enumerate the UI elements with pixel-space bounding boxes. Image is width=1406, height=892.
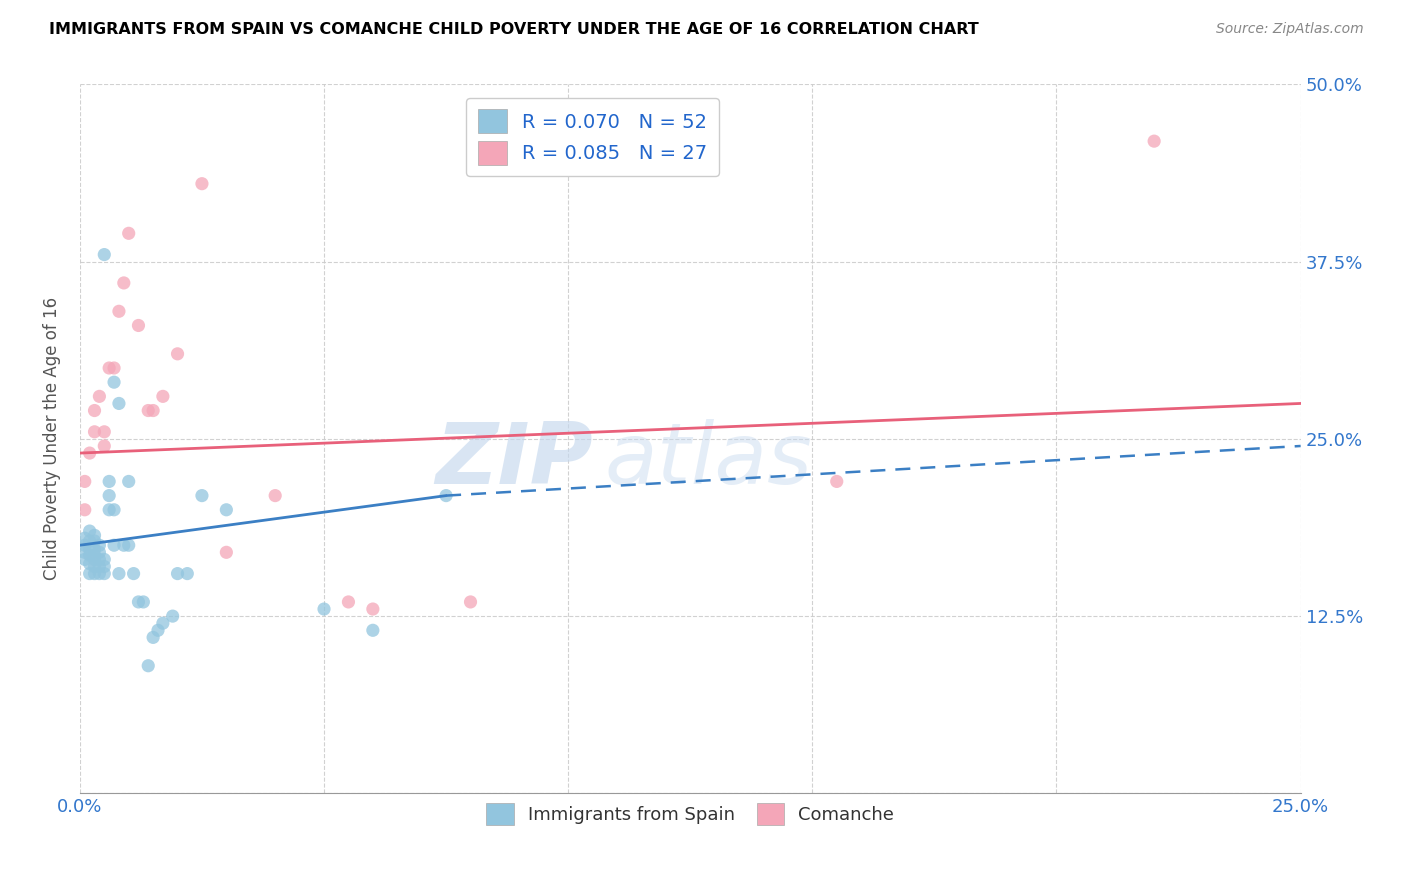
Point — [1143, 134, 1166, 148]
Point — [93, 566, 115, 581]
Point — [83, 552, 105, 566]
Point — [73, 475, 96, 489]
Point — [89, 545, 111, 559]
Point — [98, 489, 121, 503]
Point — [73, 552, 96, 566]
Point — [132, 595, 155, 609]
Point — [98, 475, 121, 489]
Point — [361, 624, 384, 638]
Point — [166, 347, 188, 361]
Point — [73, 503, 96, 517]
Point — [142, 631, 165, 645]
Point — [191, 177, 214, 191]
Point — [103, 361, 125, 376]
Point — [215, 503, 238, 517]
Point — [83, 542, 105, 557]
Point — [83, 566, 105, 581]
Point — [146, 624, 169, 638]
Point — [166, 566, 188, 581]
Point — [152, 616, 174, 631]
Point — [103, 538, 125, 552]
Point — [460, 595, 482, 609]
Point — [152, 389, 174, 403]
Point — [215, 545, 238, 559]
Point — [83, 528, 105, 542]
Point — [191, 489, 214, 503]
Point — [825, 475, 848, 489]
Point — [89, 552, 111, 566]
Point — [93, 559, 115, 574]
Point — [127, 595, 149, 609]
Legend: Immigrants from Spain, Comanche: Immigrants from Spain, Comanche — [478, 794, 903, 834]
Text: IMMIGRANTS FROM SPAIN VS COMANCHE CHILD POVERTY UNDER THE AGE OF 16 CORRELATION : IMMIGRANTS FROM SPAIN VS COMANCHE CHILD … — [49, 22, 979, 37]
Point — [136, 658, 159, 673]
Point — [79, 557, 101, 571]
Point — [79, 524, 101, 538]
Point — [264, 489, 287, 503]
Point — [89, 538, 111, 552]
Point — [118, 538, 141, 552]
Point — [83, 403, 105, 417]
Point — [337, 595, 360, 609]
Point — [118, 227, 141, 241]
Point — [79, 548, 101, 562]
Point — [83, 425, 105, 439]
Point — [93, 247, 115, 261]
Point — [108, 566, 131, 581]
Point — [108, 396, 131, 410]
Point — [142, 403, 165, 417]
Point — [98, 503, 121, 517]
Point — [89, 559, 111, 574]
Point — [79, 566, 101, 581]
Point — [79, 446, 101, 460]
Point — [112, 276, 135, 290]
Point — [176, 566, 198, 581]
Y-axis label: Child Poverty Under the Age of 16: Child Poverty Under the Age of 16 — [44, 297, 60, 581]
Point — [162, 609, 184, 624]
Point — [312, 602, 335, 616]
Point — [103, 375, 125, 389]
Point — [93, 552, 115, 566]
Point — [73, 531, 96, 545]
Point — [606, 112, 628, 127]
Point — [79, 542, 101, 557]
Point — [112, 538, 135, 552]
Text: ZIP: ZIP — [434, 418, 592, 501]
Point — [89, 566, 111, 581]
Point — [434, 489, 457, 503]
Point — [73, 545, 96, 559]
Point — [118, 475, 141, 489]
Point — [83, 533, 105, 548]
Point — [93, 439, 115, 453]
Point — [89, 389, 111, 403]
Point — [108, 304, 131, 318]
Point — [73, 538, 96, 552]
Point — [93, 425, 115, 439]
Point — [79, 533, 101, 548]
Point — [122, 566, 145, 581]
Point — [83, 548, 105, 562]
Point — [103, 503, 125, 517]
Point — [361, 602, 384, 616]
Point — [127, 318, 149, 333]
Text: Source: ZipAtlas.com: Source: ZipAtlas.com — [1216, 22, 1364, 37]
Point — [83, 559, 105, 574]
Text: atlas: atlas — [605, 418, 813, 501]
Point — [136, 403, 159, 417]
Point — [98, 361, 121, 376]
